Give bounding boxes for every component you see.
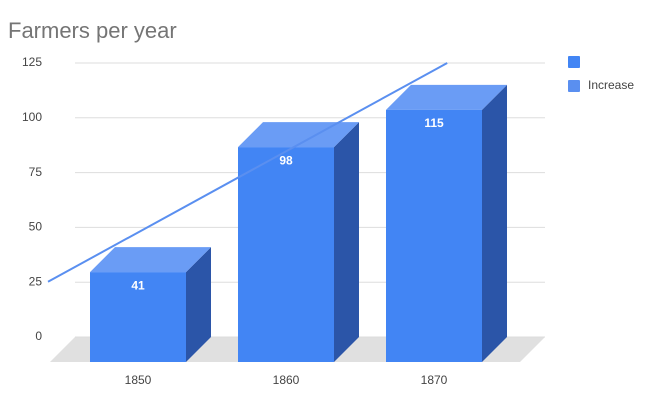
trendline	[47, 62, 448, 283]
y-tick-label: 50	[29, 220, 43, 234]
bar-top	[386, 84, 507, 110]
legend-label: Increase	[588, 78, 634, 92]
x-tick-label: 1870	[421, 373, 448, 387]
bar-front	[238, 147, 334, 362]
bar-side	[482, 84, 507, 363]
bar-top	[90, 247, 211, 273]
y-tick-label: 100	[22, 110, 42, 124]
bar	[238, 122, 359, 363]
x-tick-label: 1850	[125, 373, 152, 387]
bar-front	[90, 272, 186, 362]
bar-side	[186, 247, 211, 362]
bar-side	[334, 122, 359, 363]
y-tick-label: 75	[29, 165, 43, 179]
x-tick-label: 1860	[273, 373, 300, 387]
y-tick-label: 0	[35, 329, 42, 343]
legend-swatch	[568, 56, 580, 68]
value-label: 98	[279, 153, 293, 167]
bar	[90, 247, 211, 362]
y-tick-label: 125	[22, 55, 42, 69]
legend-swatch	[568, 80, 580, 92]
value-label: 115	[424, 116, 444, 130]
bar-front	[386, 109, 482, 362]
bar	[386, 84, 507, 363]
value-label: 41	[131, 278, 145, 292]
y-tick-label: 25	[29, 274, 43, 288]
chart-title: Farmers per year	[8, 18, 177, 43]
